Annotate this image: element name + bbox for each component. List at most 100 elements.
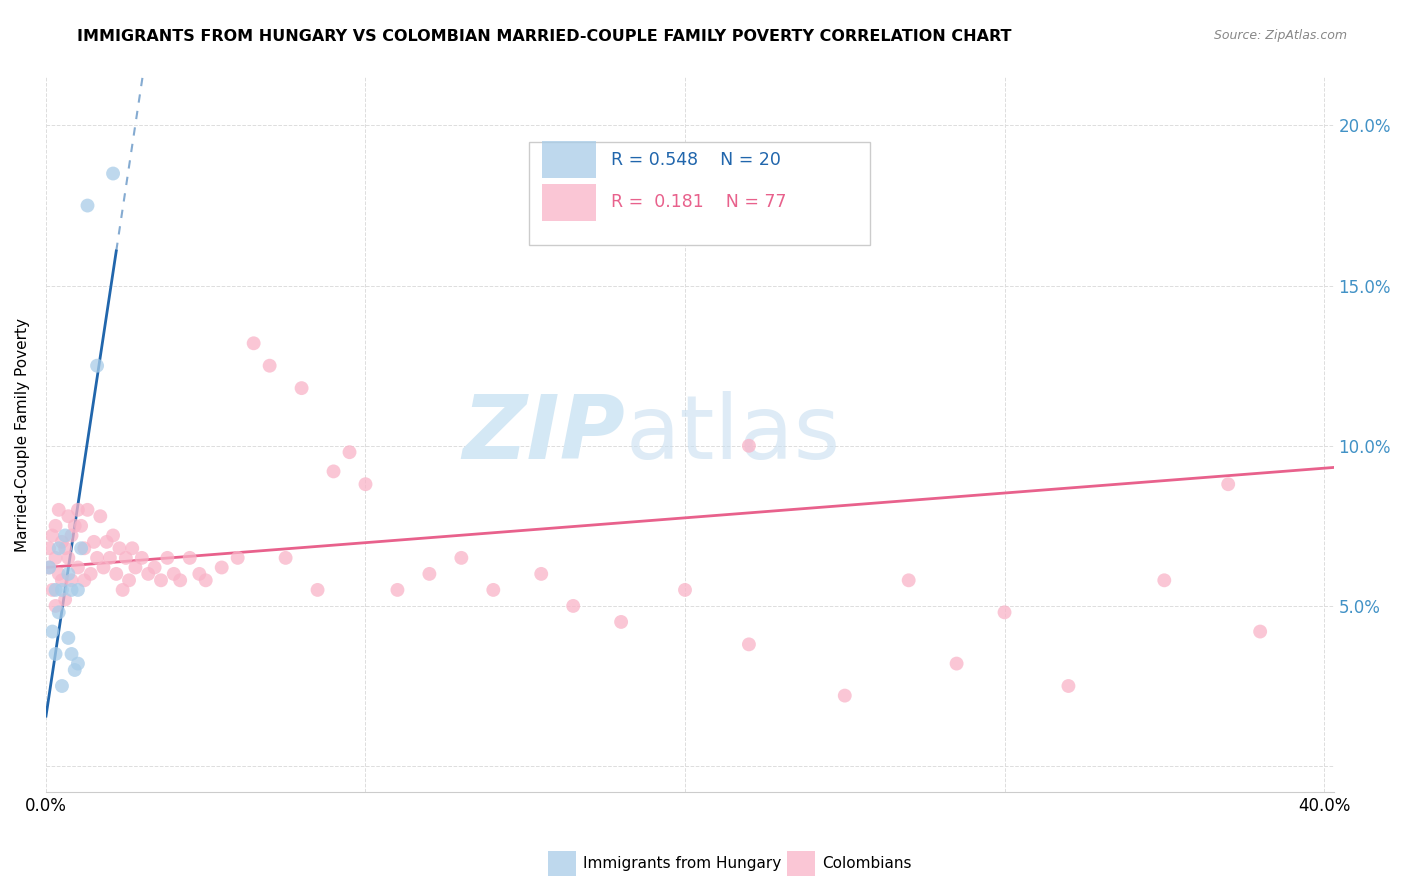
Point: [530, 566, 553, 581]
Point: [738, 439, 761, 453]
Point: [387, 582, 409, 597]
FancyBboxPatch shape: [529, 142, 870, 245]
Point: [291, 381, 314, 395]
Point: [66, 582, 89, 597]
Point: [48, 503, 70, 517]
Point: [482, 582, 505, 597]
Point: [226, 550, 249, 565]
Point: [76, 198, 98, 212]
Point: [51, 582, 73, 597]
Point: [450, 550, 472, 565]
Point: [66, 503, 89, 517]
Point: [738, 637, 761, 651]
FancyBboxPatch shape: [541, 141, 596, 178]
Point: [834, 689, 856, 703]
Point: [610, 615, 633, 629]
Point: [274, 550, 297, 565]
Point: [101, 167, 124, 181]
Point: [58, 566, 80, 581]
Point: [80, 566, 103, 581]
Point: [897, 574, 920, 588]
Text: Colombians: Colombians: [823, 856, 912, 871]
FancyBboxPatch shape: [541, 184, 596, 221]
Point: [121, 541, 143, 556]
Point: [143, 560, 166, 574]
Point: [63, 519, 86, 533]
Point: [66, 657, 89, 671]
Point: [51, 574, 73, 588]
Text: IMMIGRANTS FROM HUNGARY VS COLOMBIAN MARRIED-COUPLE FAMILY POVERTY CORRELATION C: IMMIGRANTS FROM HUNGARY VS COLOMBIAN MAR…: [77, 29, 1012, 44]
Point: [51, 679, 73, 693]
Point: [38, 560, 60, 574]
Point: [41, 582, 63, 597]
Point: [242, 336, 264, 351]
Point: [73, 574, 96, 588]
Point: [41, 624, 63, 639]
Point: [73, 541, 96, 556]
Point: [98, 550, 121, 565]
Point: [45, 550, 67, 565]
Point: [93, 560, 115, 574]
Point: [45, 647, 67, 661]
Point: [60, 647, 83, 661]
Point: [156, 550, 179, 565]
Point: [86, 550, 108, 565]
Point: [60, 574, 83, 588]
Text: Source: ZipAtlas.com: Source: ZipAtlas.com: [1213, 29, 1347, 42]
Point: [70, 519, 93, 533]
Point: [115, 550, 138, 565]
Point: [45, 582, 67, 597]
Point: [188, 566, 211, 581]
Point: [118, 574, 141, 588]
Point: [354, 477, 377, 491]
Point: [51, 534, 73, 549]
Point: [48, 566, 70, 581]
Point: [194, 574, 217, 588]
Point: [86, 359, 108, 373]
Point: [45, 519, 67, 533]
Text: Immigrants from Hungary: Immigrants from Hungary: [583, 856, 782, 871]
Point: [76, 503, 98, 517]
Point: [259, 359, 281, 373]
Point: [89, 509, 111, 524]
Point: [41, 528, 63, 542]
Point: [136, 566, 159, 581]
Point: [60, 528, 83, 542]
Point: [48, 605, 70, 619]
Point: [58, 509, 80, 524]
Point: [339, 445, 361, 459]
Point: [53, 528, 76, 542]
Point: [945, 657, 967, 671]
Point: [1249, 624, 1271, 639]
Point: [179, 550, 201, 565]
Point: [45, 599, 67, 613]
Point: [322, 464, 344, 478]
Point: [53, 541, 76, 556]
Point: [562, 599, 585, 613]
Point: [58, 550, 80, 565]
Point: [96, 534, 118, 549]
Text: ZIP: ZIP: [463, 391, 626, 478]
Point: [673, 582, 696, 597]
Text: R =  0.181    N = 77: R = 0.181 N = 77: [612, 194, 787, 211]
Point: [108, 541, 131, 556]
Text: atlas: atlas: [626, 391, 841, 478]
Point: [150, 574, 173, 588]
Point: [418, 566, 440, 581]
Point: [70, 541, 93, 556]
Point: [105, 566, 128, 581]
Point: [48, 541, 70, 556]
Y-axis label: Married-Couple Family Poverty: Married-Couple Family Poverty: [15, 318, 30, 551]
Point: [1218, 477, 1240, 491]
Point: [38, 560, 60, 574]
Point: [124, 560, 146, 574]
Point: [131, 550, 153, 565]
Point: [66, 560, 89, 574]
Point: [1153, 574, 1175, 588]
Point: [211, 560, 233, 574]
Point: [1057, 679, 1080, 693]
Point: [83, 534, 105, 549]
Point: [993, 605, 1015, 619]
Point: [60, 582, 83, 597]
Text: R = 0.548    N = 20: R = 0.548 N = 20: [612, 151, 782, 169]
